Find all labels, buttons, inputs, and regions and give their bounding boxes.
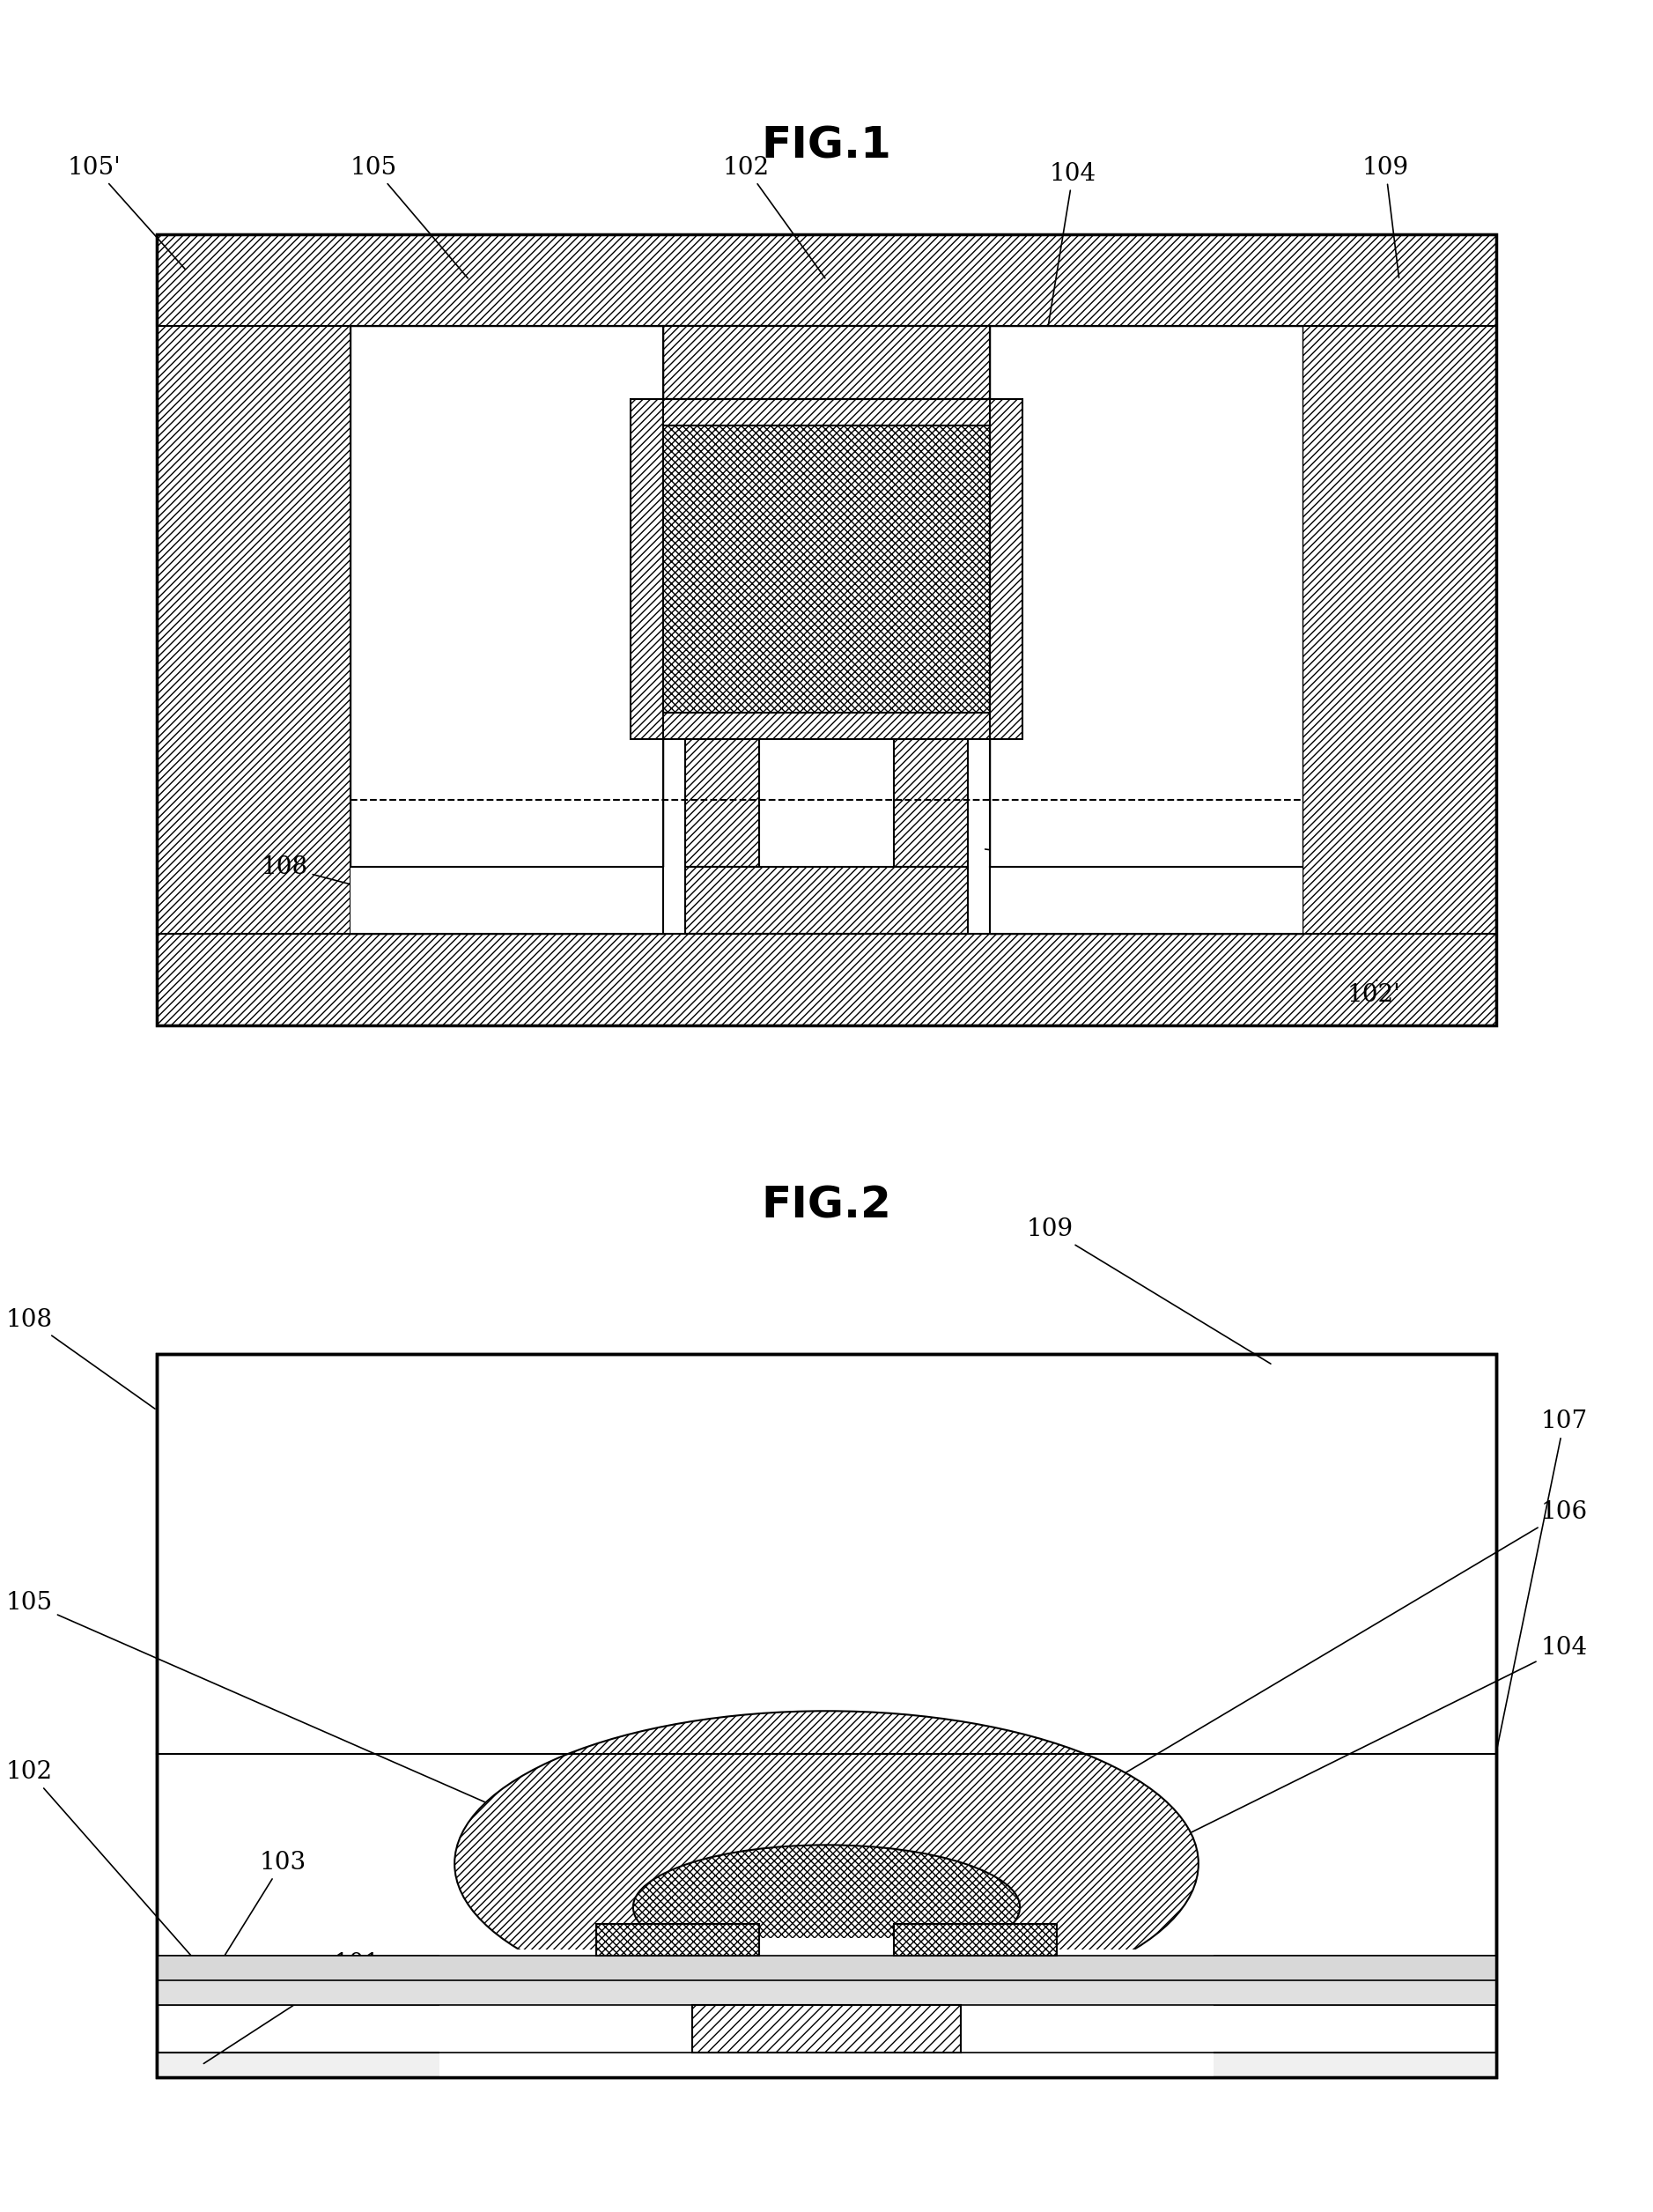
Text: 107: 107 xyxy=(985,849,1141,878)
Text: 107: 107 xyxy=(1496,1409,1587,1752)
Text: 104: 104 xyxy=(1031,161,1096,434)
Bar xyxy=(157,2053,1496,2077)
Bar xyxy=(157,234,1496,325)
Text: 108: 108 xyxy=(7,1307,155,1409)
Bar xyxy=(157,1955,1496,1980)
Text: 101: 101 xyxy=(203,1953,380,2064)
Ellipse shape xyxy=(455,1712,1198,2017)
Text: (A'): (A') xyxy=(1122,580,1170,606)
Text: FIG.2: FIG.2 xyxy=(762,1183,891,1225)
Bar xyxy=(157,1980,1496,2004)
Bar xyxy=(663,325,990,398)
Bar xyxy=(157,1354,1496,2077)
Bar xyxy=(990,325,1303,933)
Bar xyxy=(663,425,990,712)
Text: 109: 109 xyxy=(1362,155,1408,279)
Bar xyxy=(894,739,969,867)
Bar xyxy=(157,1955,1496,1980)
Bar xyxy=(693,2004,960,2053)
Text: 109: 109 xyxy=(1027,1217,1271,1365)
Text: FIG.1: FIG.1 xyxy=(762,126,891,168)
Bar xyxy=(686,739,760,867)
Text: 103: 103 xyxy=(203,1851,306,1991)
Bar xyxy=(618,1938,1035,2077)
Text: 105: 105 xyxy=(350,155,468,279)
Bar xyxy=(894,1924,1058,1955)
Text: 104: 104 xyxy=(977,1637,1587,1938)
Text: 108: 108 xyxy=(261,856,423,902)
Bar xyxy=(157,234,350,933)
Text: 102: 102 xyxy=(722,155,825,279)
Bar xyxy=(350,867,686,933)
Text: 105': 105' xyxy=(68,155,185,270)
Bar xyxy=(686,867,969,933)
Bar xyxy=(157,234,1496,1026)
Text: (A): (A) xyxy=(486,580,527,606)
Bar xyxy=(1303,234,1496,933)
Bar xyxy=(894,1924,1058,1955)
Bar xyxy=(693,2004,960,2053)
Text: 105: 105 xyxy=(7,1590,707,1900)
Bar xyxy=(440,1949,1213,2077)
Bar xyxy=(350,325,663,933)
Bar xyxy=(969,867,1303,933)
Bar xyxy=(157,1354,1496,2077)
Text: 102': 102' xyxy=(1347,980,1400,1006)
Bar xyxy=(597,1924,760,1955)
Bar xyxy=(630,398,1023,739)
Bar xyxy=(157,933,1496,1026)
Text: 106: 106 xyxy=(1051,1500,1587,1816)
Bar xyxy=(597,1924,760,1955)
Text: 102: 102 xyxy=(7,1761,200,1966)
Bar xyxy=(157,1980,1496,2004)
Ellipse shape xyxy=(633,1845,1020,1969)
